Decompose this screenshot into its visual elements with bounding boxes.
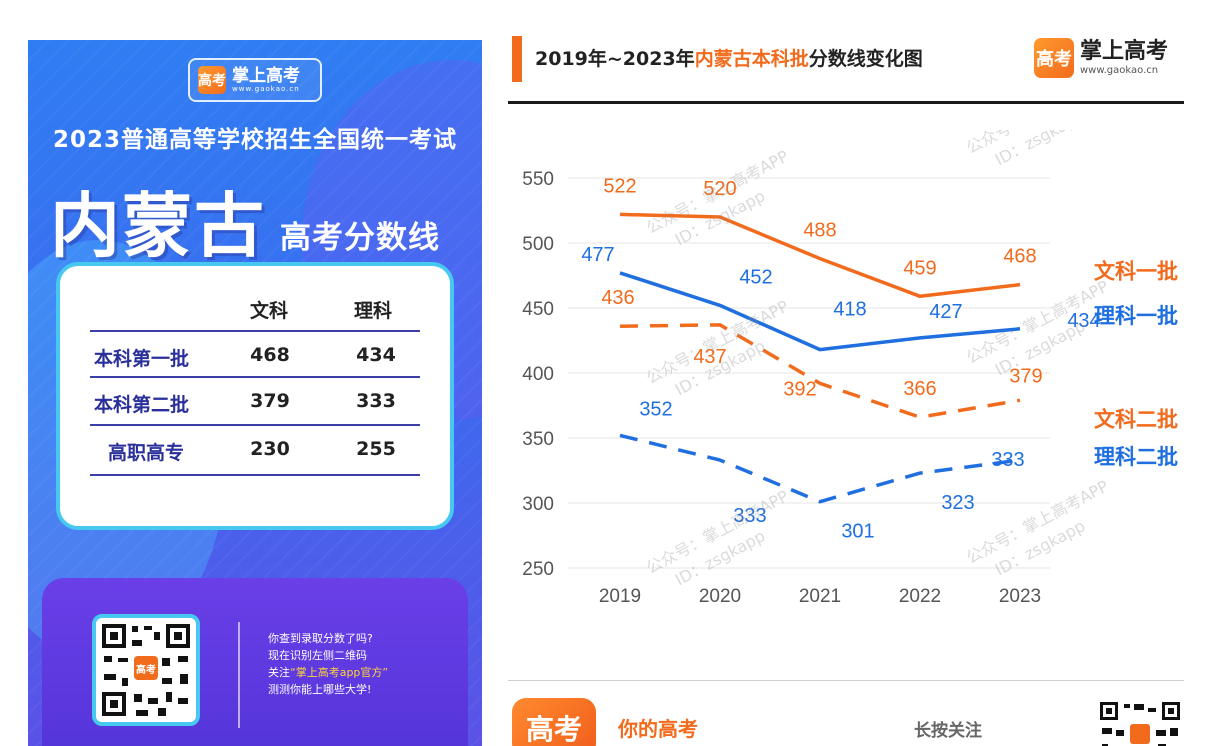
- title-accent-bar: [512, 36, 522, 82]
- data-label: 437: [693, 346, 726, 368]
- table-divider: [90, 376, 420, 378]
- legend-label: 文科二批: [1094, 407, 1178, 431]
- footer-logo: 高考: [512, 698, 596, 746]
- qr-code-icon: [1100, 702, 1180, 746]
- data-label: 418: [833, 299, 866, 321]
- table-cell-wenke: 468: [250, 344, 290, 366]
- table-row-label: 高职高专: [108, 442, 185, 464]
- x-tick-label: 2020: [699, 586, 741, 607]
- qr-line: 测测你能上哪些大学!: [268, 683, 372, 696]
- data-label: 323: [941, 492, 974, 514]
- series-line-3: [619, 323, 1021, 419]
- poster-subtitle: 高考分数线: [280, 220, 440, 256]
- legend-label: 文科一批: [1094, 260, 1178, 284]
- y-tick-label: 250: [522, 559, 554, 580]
- footer-follow-text: 长按关注: [914, 721, 982, 741]
- table-cell-wenke: 230: [250, 438, 290, 460]
- qr-divider: [238, 622, 240, 728]
- data-label: 452: [739, 266, 772, 288]
- poster-logo-url: www.gaokao.cn: [232, 84, 300, 93]
- series-line-1: [619, 212, 1021, 299]
- table-cell-like: 333: [356, 390, 396, 412]
- table-divider: [90, 474, 420, 476]
- table-divider: [90, 424, 420, 426]
- brand-url: www.gaokao.cn: [1080, 64, 1159, 76]
- chart-title: 2019年~2023年内蒙古本科批分数线变化图: [535, 48, 923, 70]
- qr-code[interactable]: 高考: [92, 614, 200, 726]
- qr-line: 现在识别左侧二维码: [268, 649, 367, 662]
- table-cell-wenke: 379: [250, 390, 290, 412]
- title-rule: [508, 101, 1184, 104]
- data-label: 366: [903, 378, 936, 400]
- y-tick-label: 350: [522, 429, 554, 450]
- legend-label: 理科一批: [1094, 304, 1178, 328]
- x-tick-label: 2022: [899, 586, 941, 607]
- data-label: 522: [603, 175, 636, 197]
- series-line-2: [619, 271, 1021, 352]
- data-label: 301: [841, 521, 874, 543]
- province-title: 内蒙古: [50, 185, 266, 267]
- qr-instructions: 你查到录取分数了吗? 现在识别左侧二维码 关注“掌上高考app官方” 测测你能上…: [268, 630, 458, 698]
- table-cell-like: 255: [356, 438, 396, 460]
- data-label: 459: [903, 257, 936, 279]
- table-row-label: 本科第二批: [94, 394, 190, 416]
- exam-title: 2023普通高等学校招生全国统一考试: [52, 127, 457, 153]
- data-label: 333: [733, 505, 766, 527]
- data-label: 520: [703, 178, 736, 200]
- y-tick-label: 550: [522, 169, 554, 190]
- brand-name: 掌上高考: [1080, 38, 1169, 64]
- qr-panel: 高考 你查到录取分数了吗? 现在识别左侧二维码 关注“掌上高考app官方” 测测…: [42, 578, 468, 746]
- data-label: 352: [639, 398, 672, 420]
- table-divider: [90, 330, 420, 332]
- gaokao-logo-icon: 高考: [198, 66, 226, 94]
- column-header-like: 理科: [354, 300, 393, 322]
- brand-logo: 高考 掌上高考 www.gaokao.cn: [1034, 38, 1168, 78]
- poster-logo-name: 掌上高考: [232, 65, 300, 86]
- data-label: 488: [803, 220, 836, 242]
- qr-account-name: “掌上高考app官方”: [290, 666, 389, 679]
- table-cell-like: 434: [356, 344, 396, 366]
- poster-logo: 高考 掌上高考 www.gaokao.cn: [188, 58, 322, 102]
- line-chart: 550 500 450 400 350 300 250 2019 2020 2021 2022 202…: [522, 130, 1178, 607]
- data-label: 379: [1009, 365, 1042, 387]
- score-poster: 高考 掌上高考 www.gaokao.cn 2023普通高等学校招生全国统一考试…: [28, 40, 482, 746]
- footer-rule: [508, 680, 1184, 681]
- data-label: 427: [929, 301, 962, 323]
- footer-slogan: 你的高考: [618, 717, 698, 741]
- data-label: 477: [581, 244, 614, 266]
- data-label: 392: [783, 378, 816, 400]
- x-tick-label: 2023: [999, 586, 1041, 607]
- data-label: 468: [1003, 246, 1036, 268]
- score-table: 文科 理科 本科第一批 468 434 本科第二批 379 333 高职高专 2…: [56, 262, 454, 530]
- y-tick-label: 400: [522, 364, 554, 385]
- qr-line: 关注“掌上高考app官方”: [268, 666, 389, 679]
- qr-center-logo: 高考: [136, 663, 156, 676]
- y-tick-label: 450: [522, 299, 554, 320]
- table-row-label: 本科第一批: [94, 348, 190, 370]
- chart-title-highlight: 内蒙古本科批: [694, 48, 809, 70]
- data-label: 333: [991, 449, 1024, 471]
- qr-code-icon: 高考: [102, 624, 190, 716]
- y-tick-label: 300: [522, 494, 554, 515]
- x-tick-label: 2019: [599, 586, 641, 607]
- qr-line: 你查到录取分数了吗?: [268, 632, 373, 645]
- column-header-wenke: 文科: [250, 300, 289, 322]
- gaokao-logo-icon: 高考: [1034, 38, 1074, 78]
- y-tick-label: 500: [522, 234, 554, 255]
- data-label: 434: [1067, 310, 1100, 332]
- series-line-4: [619, 433, 1021, 504]
- data-label: 436: [601, 287, 634, 309]
- footer-qr-code[interactable]: [1098, 700, 1182, 746]
- legend-label: 理科二批: [1094, 445, 1178, 469]
- x-tick-label: 2021: [799, 586, 841, 607]
